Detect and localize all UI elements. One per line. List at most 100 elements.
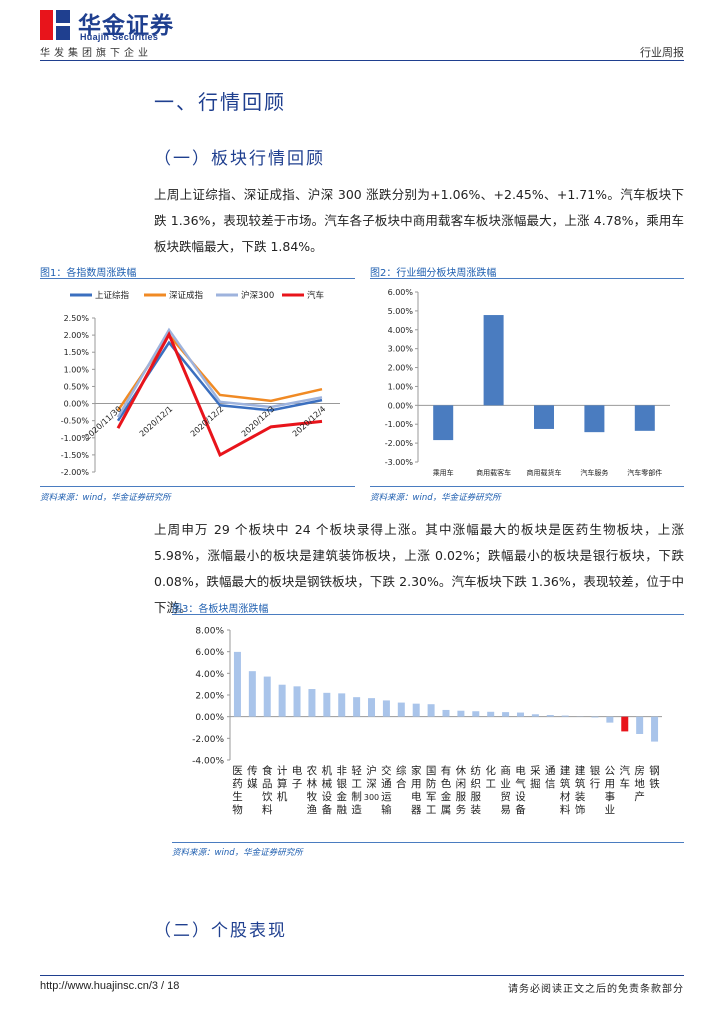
y-tick-label: -1.00% [385,420,414,429]
brand-name-en: Huajin Securities [80,32,159,42]
x-tick-label: 2020/11/30 [83,404,123,442]
legend-label: 汽车 [307,290,324,301]
x-tick-label: 建筑装饰 [575,764,586,816]
y-tick-label: 0.50% [64,382,90,391]
y-tick-label: -2.00% [61,468,90,477]
bar [368,698,376,717]
y-tick-label: 1.50% [64,348,90,357]
bar [278,684,286,717]
bar [397,702,405,717]
y-tick-label: -2.00% [385,439,414,448]
bar [516,712,524,717]
x-tick-label: 机械设备 [322,764,333,816]
bar [531,714,539,717]
x-tick-label: 乘用车 [433,468,454,477]
y-tick-label: 0.00% [195,713,224,723]
figure2-title: 图2：行业细分板块周涨跌幅 [370,268,497,279]
bar [636,716,644,734]
x-tick-label: 家用电器 [411,764,422,816]
footer-divider [40,975,684,976]
bar [561,715,569,717]
bar [634,405,655,431]
y-tick-label: 2.50% [64,314,90,323]
bar [308,689,316,717]
x-tick-label: 有色金属 [441,764,452,816]
bar [472,711,480,717]
x-tick-label: 休闲服务 [456,765,467,816]
x-tick-label: 电气设备 [515,764,526,816]
x-tick-label: 商用载货车 [527,468,562,477]
y-tick-label: 2.00% [64,331,90,340]
y-tick-label: 0.00% [64,400,90,409]
bar [323,692,331,717]
y-tick-label: 5.00% [388,307,414,316]
brand-name-cn: 华金证券 [78,13,174,39]
x-tick-label: 汽车 [620,764,631,790]
figure3-top-rule [172,614,684,615]
x-tick-label: 商用载客车 [476,468,511,477]
bar [433,405,454,441]
bar [442,709,450,717]
y-tick-label: 2.00% [195,692,224,702]
section-title: 一、行情回顾 [154,90,286,114]
bar [457,710,465,717]
y-tick-label: -0.50% [61,417,90,426]
y-tick-label: 1.00% [64,365,90,374]
x-tick-label: 医药生物 [232,765,243,816]
y-tick-label: 6.00% [388,288,414,297]
y-tick-label: 6.00% [195,648,224,658]
x-tick-label: 通信 [545,765,556,790]
figure1-title: 图1：各指数周涨跌幅 [40,268,137,279]
legend-label: 上证综指 [95,290,130,301]
figure3-bottom-rule [172,842,684,843]
series-line [116,327,323,418]
y-tick-label: -4.00% [192,757,224,767]
bar [584,405,605,433]
x-tick-label: 综合 [396,764,407,790]
bar [248,671,256,717]
series-line [116,330,323,458]
y-tick-label: 3.00% [388,345,414,354]
figure1-bottom-rule [40,486,355,487]
x-tick-label: 沪深 300 [364,764,379,802]
x-tick-label: 银行 [590,764,601,790]
x-tick-label: 传媒 [247,765,258,790]
bar [534,405,554,429]
bar [591,716,599,718]
x-tick-label: 商业贸易 [500,764,511,816]
x-tick-label: 建筑材料 [560,764,571,816]
bar [263,676,271,717]
y-tick-label: 0.00% [388,401,414,410]
x-tick-label: 电子 [292,764,303,790]
bar [546,715,554,717]
y-tick-label: -1.50% [61,451,90,460]
footer-page-url[interactable]: http://www.huajinsc.cn/3 / 18 [40,980,180,992]
subsection-title: （一）板块行情回顾 [154,149,325,169]
x-tick-label: 计算机 [277,764,288,803]
x-tick-label: 轻工制造 [351,764,362,816]
figure3-source: 资料来源：wind，华金证券研究所 [172,848,303,858]
bar [621,716,629,732]
bar [487,711,495,717]
x-tick-label: 2020/12/1 [138,404,175,438]
logo-icon [40,10,70,40]
bar [427,704,435,717]
y-tick-label: 1.00% [388,382,414,391]
x-tick-label: 纺织服装 [471,764,482,816]
bar [353,697,361,717]
x-tick-label: 国防军工 [426,765,437,816]
x-tick-label: 非银金融 [336,765,347,816]
figure1-source: 资料来源：wind，华金证券研究所 [40,493,171,503]
subsector-bar-chart: 6.00% 5.00% 4.00% 3.00% 2.00% 1.00% 0.00% -1.00… [385,288,670,477]
legend-label: 深证成指 [169,290,204,301]
x-tick-label: 交通运输 [381,764,392,816]
x-tick-label: 农林牧渔 [307,764,318,816]
bar [502,712,510,717]
x-tick-label: 钢铁 [649,764,660,790]
subsection2-title: （二）个股表现 [154,921,287,941]
y-tick-label: -1.00% [61,434,90,443]
bar [651,716,659,742]
sector-bar-chart: 8.00% 6.00% 4.00% 2.00% 0.00% -2.00% -4.00% 医药生… [192,627,662,816]
index-line-chart: 上证综指 深证成指 沪深300 汽车 2.50% 2.00% 1.50% 1.00% 0.50%… [61,290,340,477]
bar [382,700,390,717]
